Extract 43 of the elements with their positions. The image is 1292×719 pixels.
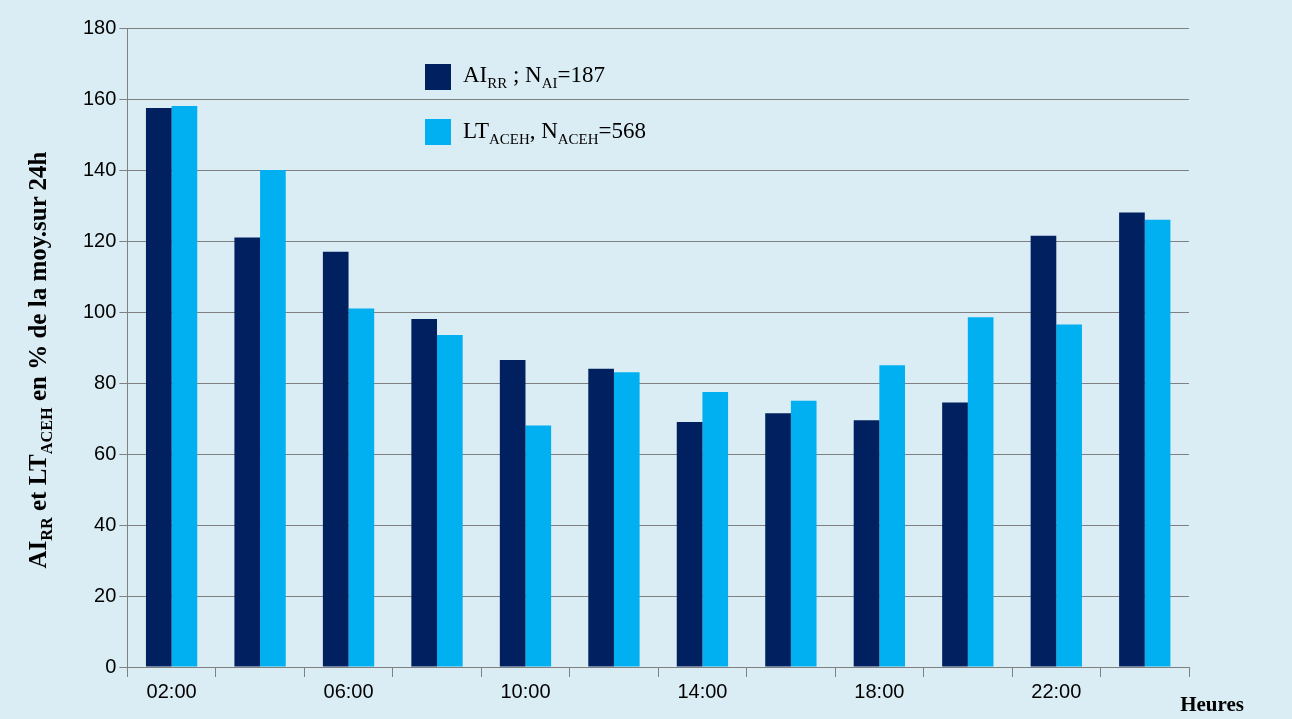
bar [525, 425, 552, 667]
bar [1119, 212, 1145, 667]
x-tick-label: 10:00 [500, 679, 551, 702]
bar [234, 237, 261, 667]
bar [702, 391, 729, 667]
bar [1056, 324, 1082, 667]
y-tick-label: 60 [94, 441, 117, 464]
bar [1144, 219, 1171, 667]
y-tick-label: 120 [82, 228, 117, 251]
legend-label: LT$_{ACEH}$, N$_{ACEH}$=568 [463, 117, 646, 148]
y-tick-label: 40 [94, 512, 117, 535]
y-tick-label: 180 [82, 15, 117, 38]
x-tick-label: 06:00 [323, 679, 374, 702]
y-tick-label: 0 [105, 654, 117, 677]
bar [322, 251, 349, 667]
bar [411, 319, 438, 667]
bar [499, 359, 526, 667]
bar [676, 422, 703, 667]
bar [967, 317, 994, 667]
bar [437, 335, 463, 667]
x-tick-label: 18:00 [854, 679, 905, 702]
x-axis-title: Heures [1180, 692, 1244, 717]
bar [879, 365, 906, 667]
bar [1030, 235, 1057, 667]
y-tick-label: 140 [82, 157, 117, 180]
y-tick-label: 20 [94, 583, 117, 606]
y-tick-label: 160 [82, 86, 117, 109]
bar [765, 413, 791, 667]
x-tick-label: 02:00 [146, 679, 197, 702]
bar [260, 170, 286, 667]
bar [348, 308, 375, 667]
y-tick-label: 80 [94, 370, 117, 393]
y-tick-label: 100 [82, 299, 117, 322]
bar [790, 400, 817, 667]
bar [588, 368, 614, 667]
bar [853, 420, 880, 667]
bar [145, 107, 172, 667]
x-tick-label: 22:00 [1031, 679, 1082, 702]
x-tick-label: 14:00 [677, 679, 728, 702]
bar [171, 106, 198, 667]
bar [613, 372, 640, 667]
bar [942, 402, 968, 667]
legend-label: AI$_{RR}$ ; N$_{AI}$=187 [463, 62, 605, 92]
